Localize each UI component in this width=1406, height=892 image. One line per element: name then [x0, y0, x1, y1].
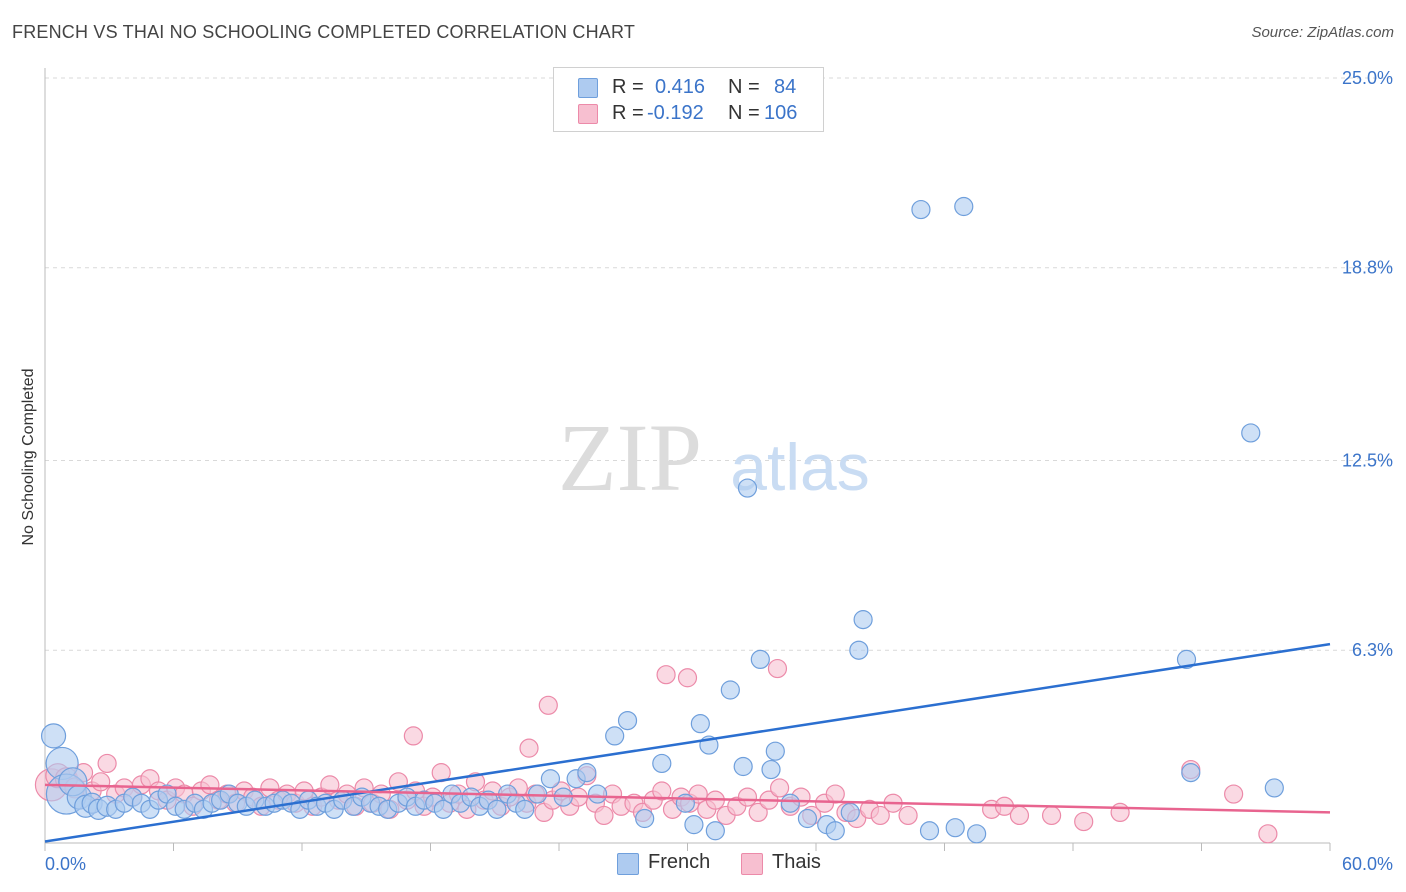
- french-point: [750, 649, 770, 670]
- grid-lines: [45, 77, 1392, 651]
- legend-n-label: N =: [728, 102, 760, 124]
- x-tick-label: 0.0%: [45, 854, 86, 874]
- trend-lines: [44, 642, 1331, 843]
- x-tick-label: 60.0%: [1342, 854, 1393, 874]
- french-point: [652, 753, 672, 774]
- source-label: Source: ZipAtlas.com: [1251, 24, 1394, 41]
- axes: [44, 68, 1331, 851]
- french-point: [577, 763, 597, 783]
- french-point: [690, 714, 710, 734]
- french-point: [515, 799, 535, 819]
- french-legend-swatch: [617, 853, 639, 875]
- thais-point: [1110, 802, 1130, 823]
- french-point: [825, 821, 845, 841]
- legend-n-value: 84: [774, 76, 797, 98]
- thais-point: [652, 781, 672, 801]
- thais-point: [898, 805, 918, 826]
- y-tick-labels: 6.3% 12.5% 18.8% 25.0%: [1342, 68, 1393, 660]
- y-tick-label: 25.0%: [1342, 68, 1393, 88]
- french-point: [954, 196, 974, 217]
- french-point: [1181, 763, 1201, 783]
- french-point: [605, 726, 625, 746]
- chart-title: FRENCH VS THAI NO SCHOOLING COMPLETED CO…: [12, 22, 636, 42]
- legend-r-value: -0.192: [647, 102, 704, 124]
- thais-point: [594, 805, 614, 826]
- french-point: [945, 818, 965, 838]
- thais-point: [538, 695, 558, 715]
- thais-point: [748, 802, 768, 823]
- french-point: [780, 793, 800, 813]
- french-point: [840, 802, 860, 823]
- french-point: [635, 808, 655, 829]
- thais-point: [320, 775, 340, 795]
- thais-point: [1009, 805, 1030, 826]
- thais-point: [519, 738, 539, 758]
- thais-point: [870, 805, 890, 826]
- french-point: [853, 610, 873, 630]
- french-point: [765, 741, 785, 761]
- thais-point: [1258, 824, 1278, 844]
- legend-n-label: N =: [728, 76, 760, 98]
- french-point: [737, 478, 758, 498]
- french-point: [40, 723, 67, 749]
- french-point: [1264, 778, 1284, 798]
- french-swatch: [578, 78, 598, 98]
- french-trend-line: [44, 642, 1331, 843]
- french-point: [587, 784, 608, 804]
- thais-point: [91, 772, 111, 792]
- french-point: [733, 756, 753, 777]
- x-tick-labels: 0.0% 60.0%: [45, 854, 1393, 874]
- thais-point: [825, 784, 845, 804]
- legend-r-label: R =: [612, 76, 644, 98]
- french-point: [675, 793, 695, 813]
- french-point: [684, 815, 704, 835]
- thais-legend-label: Thais: [772, 851, 821, 873]
- watermark-zip: ZIP: [558, 404, 702, 511]
- french-point: [487, 799, 507, 819]
- french-point: [761, 759, 781, 780]
- thais-point: [1074, 811, 1094, 832]
- french-point: [911, 199, 931, 220]
- french-point: [797, 808, 818, 829]
- thais-swatch: [578, 104, 598, 124]
- thais-point: [656, 665, 676, 685]
- legend-r-value: 0.416: [655, 76, 706, 98]
- french-point: [540, 769, 561, 789]
- correlation-legend: R = 0.416 N = 84 R = -0.192 N = 106: [553, 67, 824, 132]
- thais-point: [1041, 805, 1062, 826]
- french-legend-label: French: [648, 851, 711, 873]
- y-tick-label: 18.8%: [1342, 258, 1393, 278]
- thais-point: [403, 726, 423, 746]
- thais-point: [677, 668, 698, 688]
- y-tick-label: 12.5%: [1342, 451, 1393, 471]
- french-point: [849, 640, 869, 660]
- french-point: [720, 680, 740, 700]
- french-point: [617, 710, 638, 731]
- french-point: [433, 799, 453, 819]
- french-point: [919, 821, 940, 841]
- legend-n-value: 106: [764, 102, 798, 124]
- thais-point: [97, 753, 117, 774]
- french-point: [1241, 423, 1261, 443]
- thais-point: [737, 787, 758, 807]
- thais-legend-swatch: [741, 853, 763, 875]
- french-point: [705, 821, 725, 841]
- thais-trend-line: [44, 783, 1331, 814]
- french-point: [967, 824, 987, 844]
- y-tick-label: 6.3%: [1352, 640, 1393, 660]
- thais-point: [1224, 784, 1244, 804]
- legend-r-label: R =: [612, 102, 644, 124]
- french-point: [1176, 649, 1197, 670]
- thais-point: [769, 778, 790, 798]
- thais-point: [767, 658, 788, 679]
